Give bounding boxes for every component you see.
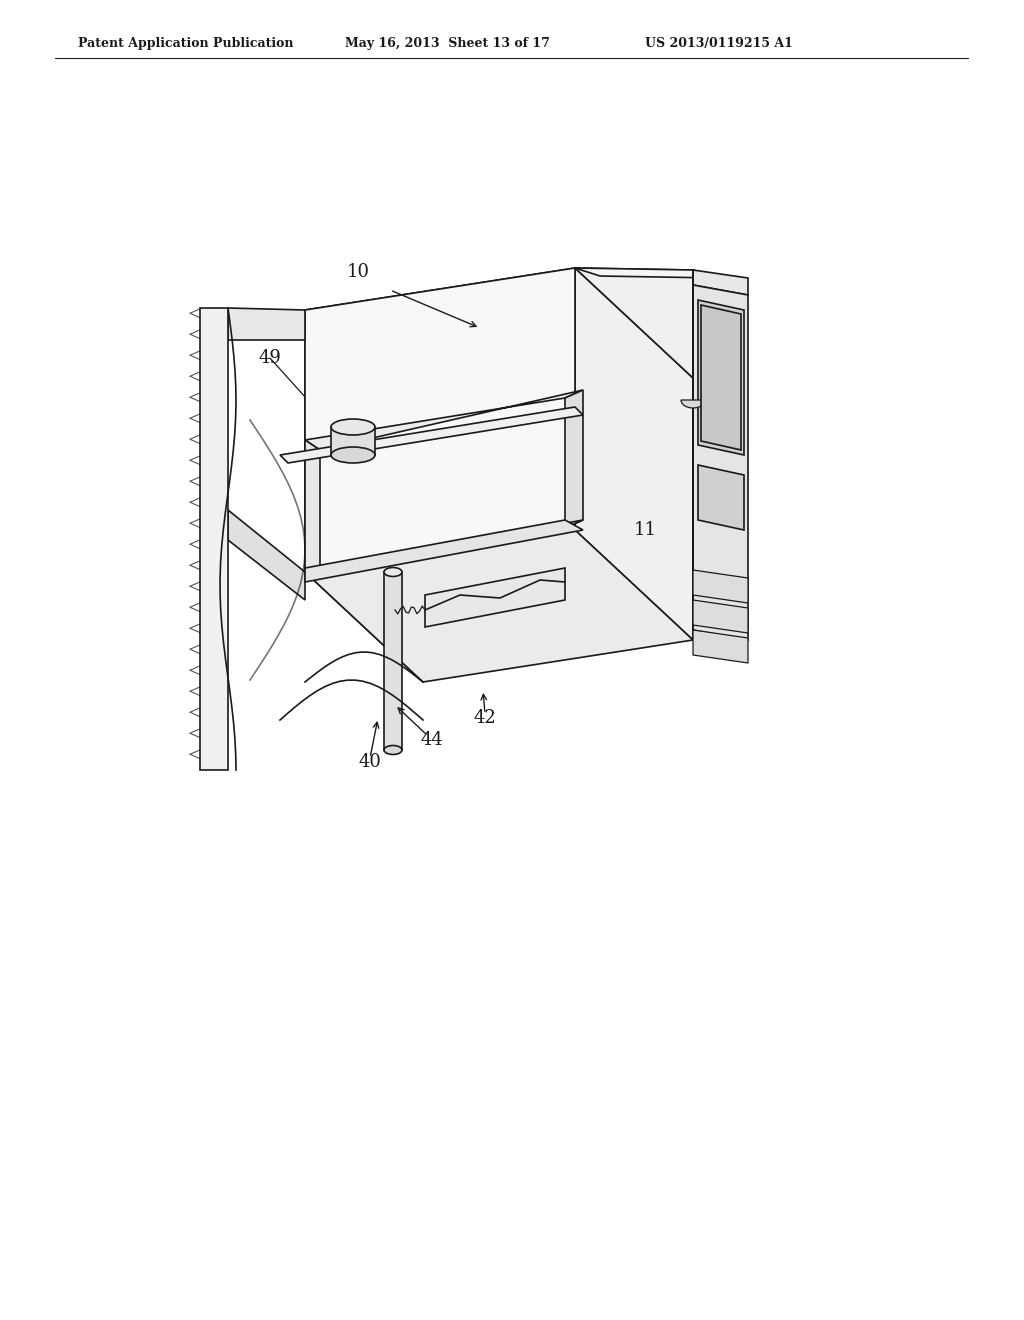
Polygon shape	[384, 572, 402, 750]
Polygon shape	[575, 268, 693, 640]
Ellipse shape	[331, 418, 375, 436]
Polygon shape	[693, 570, 748, 603]
Polygon shape	[693, 601, 748, 634]
Polygon shape	[693, 271, 718, 640]
Polygon shape	[565, 389, 583, 528]
Polygon shape	[331, 426, 375, 455]
Text: 49: 49	[259, 348, 282, 367]
Polygon shape	[698, 300, 744, 455]
Text: 42: 42	[474, 709, 497, 727]
Polygon shape	[425, 568, 565, 627]
Polygon shape	[575, 268, 718, 279]
Polygon shape	[228, 510, 305, 601]
Text: Patent Application Publication: Patent Application Publication	[78, 37, 294, 50]
Polygon shape	[305, 310, 423, 682]
Text: 44: 44	[421, 731, 443, 748]
Polygon shape	[698, 465, 744, 531]
Ellipse shape	[384, 568, 402, 577]
Polygon shape	[280, 407, 583, 463]
Polygon shape	[305, 531, 693, 682]
Ellipse shape	[331, 447, 375, 463]
Polygon shape	[200, 308, 228, 770]
Polygon shape	[305, 268, 575, 572]
Polygon shape	[701, 305, 741, 450]
Polygon shape	[693, 630, 748, 663]
Text: 40: 40	[358, 752, 381, 771]
Polygon shape	[305, 440, 319, 570]
Polygon shape	[305, 520, 583, 582]
Text: 11: 11	[634, 521, 656, 539]
Text: May 16, 2013  Sheet 13 of 17: May 16, 2013 Sheet 13 of 17	[345, 37, 550, 50]
Polygon shape	[681, 400, 705, 408]
Polygon shape	[305, 520, 583, 570]
Text: FIG. 13: FIG. 13	[346, 343, 494, 378]
Text: US 2013/0119215 A1: US 2013/0119215 A1	[645, 37, 793, 50]
Text: 10: 10	[346, 263, 370, 281]
Polygon shape	[228, 308, 305, 341]
Polygon shape	[305, 389, 583, 450]
Polygon shape	[575, 268, 693, 378]
Polygon shape	[693, 271, 748, 294]
Ellipse shape	[384, 746, 402, 755]
Polygon shape	[305, 268, 693, 420]
Polygon shape	[693, 285, 748, 640]
